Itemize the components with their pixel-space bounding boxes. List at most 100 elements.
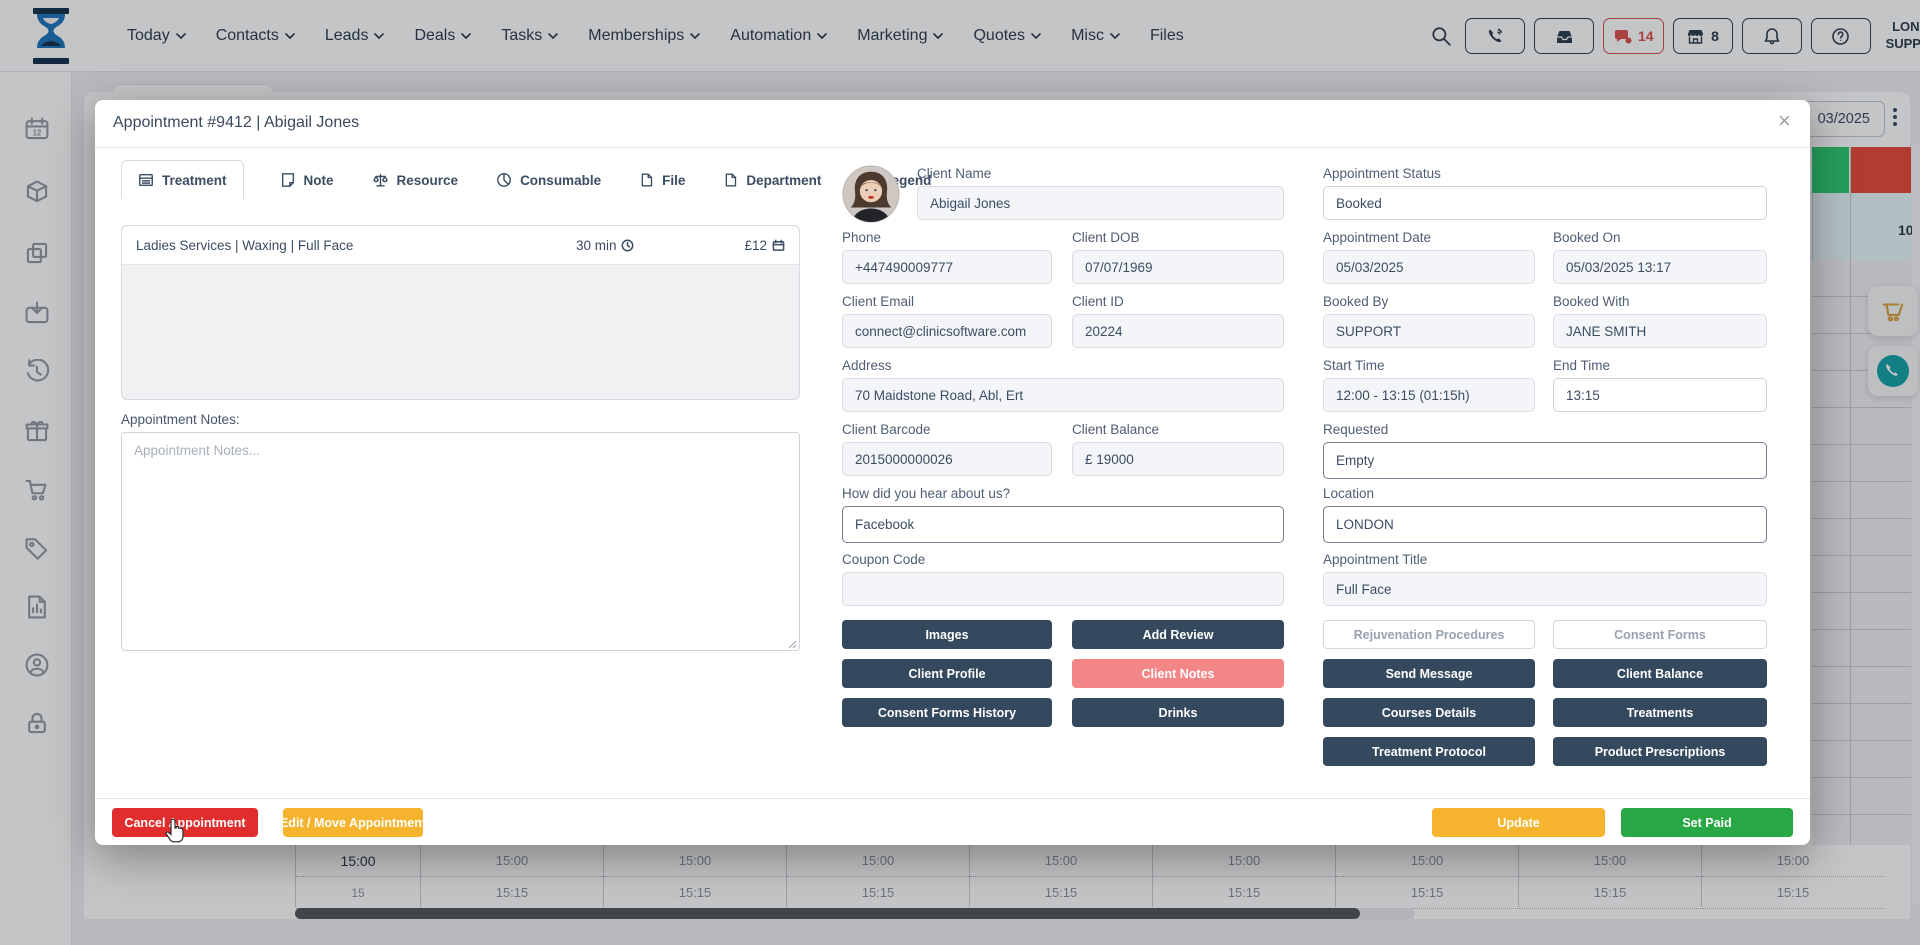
calendar-menu-icon[interactable] (1893, 108, 1897, 126)
consent-forms-history-button[interactable]: Consent Forms History (842, 698, 1052, 727)
send-message-button[interactable]: Send Message (1323, 659, 1535, 688)
nav-today[interactable]: Today (127, 27, 186, 45)
cart-icon[interactable] (24, 477, 50, 503)
history-icon[interactable] (24, 359, 50, 385)
address-field[interactable]: 70 Maidstone Road, Abl, Ert (842, 378, 1284, 412)
tab-file[interactable]: File (637, 161, 687, 199)
resize-handle[interactable] (788, 640, 797, 649)
booked-by-field[interactable]: SUPPORT (1323, 314, 1535, 348)
pos-shop-button[interactable]: 8 (1672, 18, 1733, 54)
update-button[interactable]: Update (1432, 808, 1605, 837)
report-icon[interactable] (24, 594, 50, 620)
client-notes-button[interactable]: Client Notes (1072, 659, 1284, 688)
quick-call-button[interactable] (1868, 346, 1918, 396)
time-slot[interactable]: 15:00 (604, 845, 786, 877)
nav-marketing[interactable]: Marketing (857, 27, 944, 45)
phone-calls-button[interactable] (1465, 18, 1525, 54)
quick-cart-button[interactable] (1868, 286, 1918, 336)
price-tag-icon[interactable] (24, 536, 50, 562)
add-review-button[interactable]: Add Review (1072, 620, 1284, 649)
time-slot[interactable]: 15:00 (970, 845, 1152, 877)
time-slot[interactable]: 15:00 (1702, 845, 1884, 877)
nav-deals[interactable]: Deals (414, 27, 472, 45)
treatments-button[interactable]: Treatments (1553, 698, 1767, 727)
edit-move-appointment-button[interactable]: Edit / Move Appointment (280, 808, 426, 837)
booked-with-field[interactable]: JANE SMITH (1553, 314, 1767, 348)
nav-tasks[interactable]: Tasks (501, 27, 559, 45)
time-slot[interactable]: 15:00 (787, 845, 969, 877)
time-slot[interactable]: 15:00 (421, 845, 603, 877)
lock-icon[interactable] (24, 710, 50, 736)
nav-quotes[interactable]: Quotes (973, 27, 1041, 45)
client-id-field[interactable]: 20224 (1072, 314, 1284, 348)
location-select[interactable]: LONDON (1323, 506, 1767, 543)
nav-misc[interactable]: Misc (1071, 27, 1120, 45)
vertical-scrollbar[interactable] (1912, 145, 1920, 905)
inbox-button[interactable] (1534, 18, 1594, 54)
balance-field[interactable]: £ 19000 (1072, 442, 1284, 476)
gift-icon[interactable] (24, 418, 50, 444)
rejuvenation-procedures-button[interactable]: Rejuvenation Procedures (1323, 620, 1535, 649)
notifications-button[interactable] (1741, 18, 1802, 54)
nav-files[interactable]: Files (1149, 27, 1184, 44)
referral-select[interactable]: Facebook (842, 506, 1284, 543)
booked-on-field[interactable]: 05/03/2025 13:17 (1553, 250, 1767, 284)
copy-icon[interactable] (24, 240, 50, 266)
end-time-field[interactable]: 13:15 (1553, 378, 1767, 412)
set-paid-button[interactable]: Set Paid (1621, 808, 1793, 837)
nav-leads[interactable]: Leads (325, 27, 385, 45)
drinks-button[interactable]: Drinks (1072, 698, 1284, 727)
tab-department[interactable]: Department (721, 161, 823, 199)
horizontal-scrollbar-thumb[interactable] (295, 908, 1360, 919)
appt-date-field[interactable]: 05/03/2025 (1323, 250, 1535, 284)
images-button[interactable]: Images (842, 620, 1052, 649)
tab-note[interactable]: Note (278, 161, 336, 199)
appointment-notes-input[interactable] (121, 432, 800, 651)
calendar-selected-range[interactable] (1812, 193, 1911, 260)
calendar-checkin-icon[interactable] (24, 300, 50, 326)
product-prescriptions-button[interactable]: Product Prescriptions (1553, 737, 1767, 766)
tab-consumable[interactable]: Consumable (494, 161, 603, 199)
tab-resource[interactable]: Resource (370, 161, 461, 199)
calendar-appointment-red[interactable] (1851, 147, 1911, 193)
package-icon[interactable] (24, 179, 50, 205)
time-column[interactable]: 15:00 15:15 (1335, 845, 1518, 909)
time-slot[interactable]: 15:15 (1519, 877, 1701, 909)
help-button[interactable] (1810, 18, 1871, 54)
nav-contacts[interactable]: Contacts (216, 27, 295, 45)
time-column[interactable]: 15:00 15:15 (1701, 845, 1884, 909)
nav-memberships[interactable]: Memberships (588, 27, 701, 45)
calendar-icon[interactable]: 12 (24, 116, 50, 142)
client-name-field[interactable]: Abigail Jones (917, 186, 1284, 220)
requested-select[interactable]: Empty (1323, 442, 1767, 479)
chat-messages-button[interactable]: 14 (1603, 18, 1664, 54)
time-slot[interactable]: 15:00 (1336, 845, 1518, 877)
clinic-logo-icon[interactable] (28, 6, 74, 66)
client-profile-button[interactable]: Client Profile (842, 659, 1052, 688)
time-column[interactable]: 15:00 15:15 (1518, 845, 1701, 909)
calendar-appointment-green[interactable] (1812, 147, 1849, 193)
time-slot[interactable]: 15:15 (1336, 877, 1518, 909)
search-icon[interactable] (1430, 25, 1452, 47)
client-balance-button[interactable]: Client Balance (1553, 659, 1767, 688)
tab-treatment[interactable]: Treatment (121, 160, 244, 199)
barcode-field[interactable]: 2015000000026 (842, 442, 1052, 476)
courses-details-button[interactable]: Courses Details (1323, 698, 1535, 727)
time-slot[interactable]: 15:00 (1519, 845, 1701, 877)
appt-title-field[interactable]: Full Face (1323, 572, 1767, 606)
time-slot[interactable]: 15:00 (1153, 845, 1335, 877)
email-field[interactable]: connect@clinicsoftware.com (842, 314, 1052, 348)
phone-field[interactable]: +447490009777 (842, 250, 1052, 284)
time-slot[interactable]: 15:15 (1702, 877, 1884, 909)
start-time-field[interactable]: 12:00 - 13:15 (01:15h) (1323, 378, 1535, 412)
nav-automation[interactable]: Automation (730, 27, 828, 45)
dob-field[interactable]: 07/07/1969 (1072, 250, 1284, 284)
coupon-field[interactable] (842, 572, 1284, 606)
client-card-icon[interactable] (24, 652, 50, 678)
close-icon[interactable]: × (1778, 108, 1791, 133)
treatment-protocol-button[interactable]: Treatment Protocol (1323, 737, 1535, 766)
status-field[interactable]: Booked (1323, 186, 1767, 220)
client-avatar[interactable] (842, 165, 900, 223)
consent-forms-button[interactable]: Consent Forms (1553, 620, 1767, 649)
cancel-appointment-button[interactable]: Cancel Appointment (112, 808, 258, 837)
